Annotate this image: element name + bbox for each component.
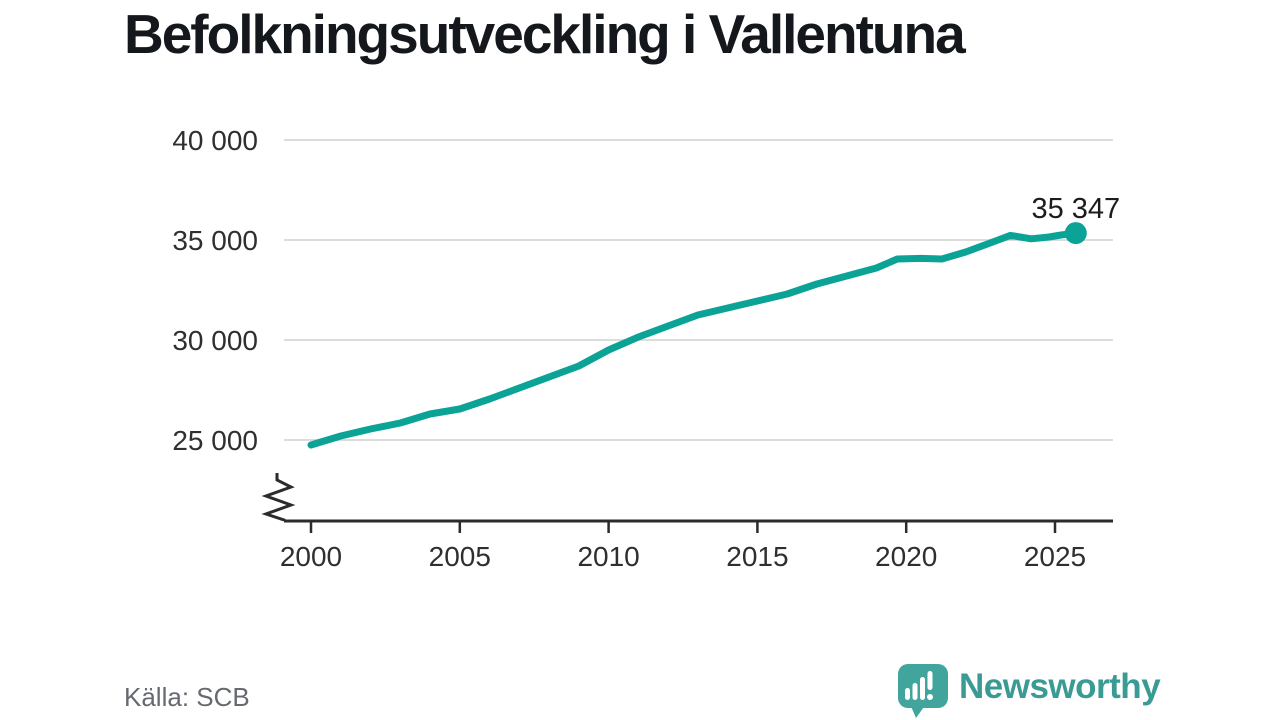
x-tick-label: 2020 (875, 541, 937, 572)
y-tick-label: 40 000 (172, 125, 258, 156)
y-tick-label: 30 000 (172, 325, 258, 356)
logo-bar-icon (912, 683, 918, 700)
end-point-marker (1064, 222, 1087, 245)
source-note: Källa: SCB (124, 682, 250, 712)
x-tick-label: 2000 (280, 541, 342, 572)
series-line (307, 229, 1080, 449)
logo-exclamation-dot (927, 694, 933, 700)
logo-bar-icon (920, 677, 925, 700)
axis-break-icon (261, 473, 296, 522)
newsworthy-logo-icon (898, 664, 948, 718)
x-tick-label: 2015 (726, 541, 788, 572)
y-tick-label: 25 000 (172, 425, 258, 456)
logo-exclamation-icon (927, 671, 933, 690)
x-tick-label: 2010 (577, 541, 639, 572)
logo-bubble-tail (910, 704, 926, 718)
brand-logo: Newsworthy (896, 662, 1161, 718)
x-tick-label: 2005 (429, 541, 491, 572)
logo-bar-icon (905, 688, 910, 700)
chart-title: Befolkningsutveckling i Vallentuna (124, 3, 966, 65)
brand-name: Newsworthy (959, 667, 1161, 706)
y-tick-label: 35 000 (172, 225, 258, 256)
end-value-label: 35 347 (1031, 193, 1120, 225)
x-tick-label: 2025 (1024, 541, 1086, 572)
